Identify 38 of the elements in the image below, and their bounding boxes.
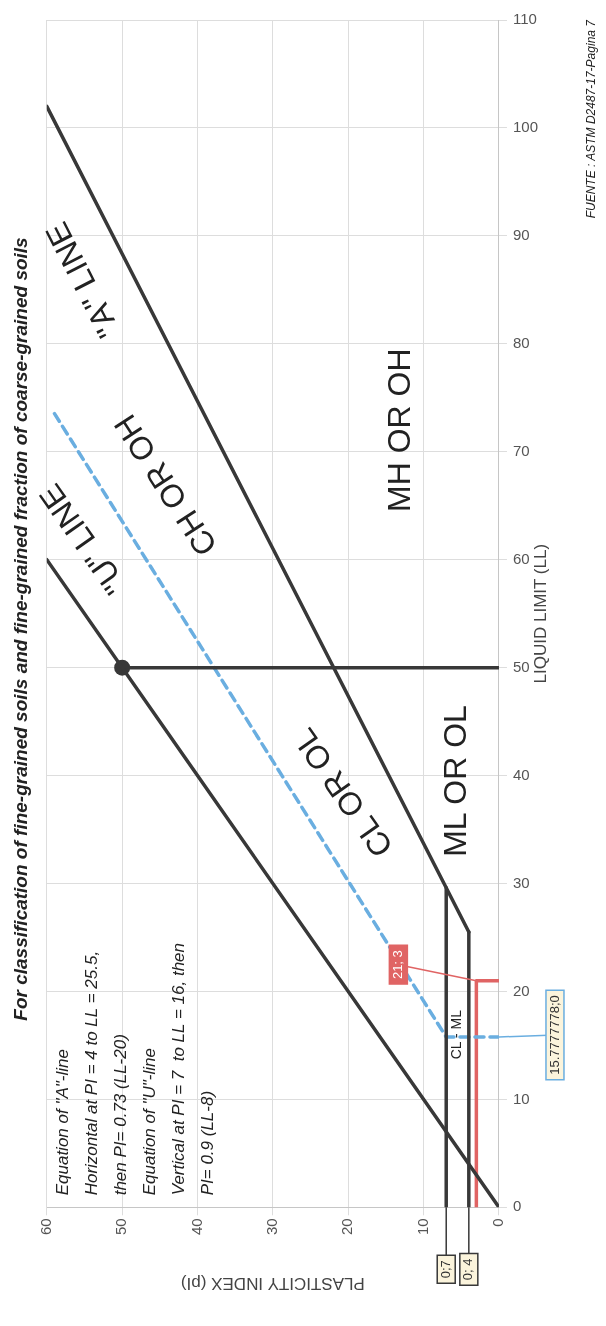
- y-tick-label: 40: [512, 765, 530, 783]
- annotation: 0;7: [437, 1260, 453, 1279]
- annotation: ML OR OL: [437, 705, 474, 857]
- y-tick-label: 10: [512, 1089, 530, 1107]
- y-tick-label: 90: [512, 226, 530, 244]
- x-tick-label: 30: [263, 1218, 281, 1235]
- x-tick-label: 40: [187, 1218, 205, 1235]
- y-axis-title: LIQUID LIMIT (LL): [530, 543, 550, 684]
- y-tick-label: 0: [512, 1197, 522, 1215]
- x-axis-title: PLASTICITY INDEX (pI): [180, 1273, 365, 1293]
- annotation: MH OR OH: [380, 348, 417, 512]
- annotation: then PI= 0.73 (LL-20): [110, 1034, 130, 1196]
- annotation: PI= 0.9 (LL-8): [197, 1090, 217, 1196]
- source-note: FUENTE : ASTM D2487-17-Pagina 7: [584, 18, 599, 219]
- annotation: CL - ML: [448, 1009, 465, 1060]
- annotation: Equation of "U"-line: [139, 1048, 159, 1196]
- y-tick-label: 100: [512, 118, 538, 136]
- annotation: CL OR OL: [285, 722, 400, 864]
- y-tick-label: 110: [512, 10, 537, 28]
- y-tick-label: 80: [512, 333, 530, 351]
- x-tick-label: 50: [112, 1218, 130, 1235]
- x-tick-label: 10: [413, 1218, 431, 1235]
- annotation: "A" LINE: [38, 216, 127, 344]
- y-tick-label: 30: [512, 873, 530, 891]
- annotation: 0; 4: [460, 1258, 476, 1281]
- annotation: Equation of "A"-line: [52, 1049, 72, 1196]
- annotation: Vertical at PI = 7 to LL = 16, then: [168, 942, 188, 1196]
- annotation: Horizontal at PI = 4 to LL = 25.5,: [81, 950, 101, 1196]
- y-tick-label: 20: [512, 981, 530, 999]
- annotation: 15.7777778;0: [546, 995, 562, 1075]
- x-tick-label: 20: [338, 1218, 356, 1235]
- x-tick-label: 60: [36, 1218, 54, 1235]
- text: For classification of fine-grained soils and fine-grained fraction of coarse-grained soils: [9, 237, 31, 1021]
- annotation: 21; 3: [389, 950, 405, 980]
- y-tick-label: 70: [512, 441, 530, 459]
- y-tick-label: 60: [512, 549, 530, 567]
- x-tick-label: 0: [489, 1218, 507, 1227]
- y-tick-label: 50: [512, 657, 530, 675]
